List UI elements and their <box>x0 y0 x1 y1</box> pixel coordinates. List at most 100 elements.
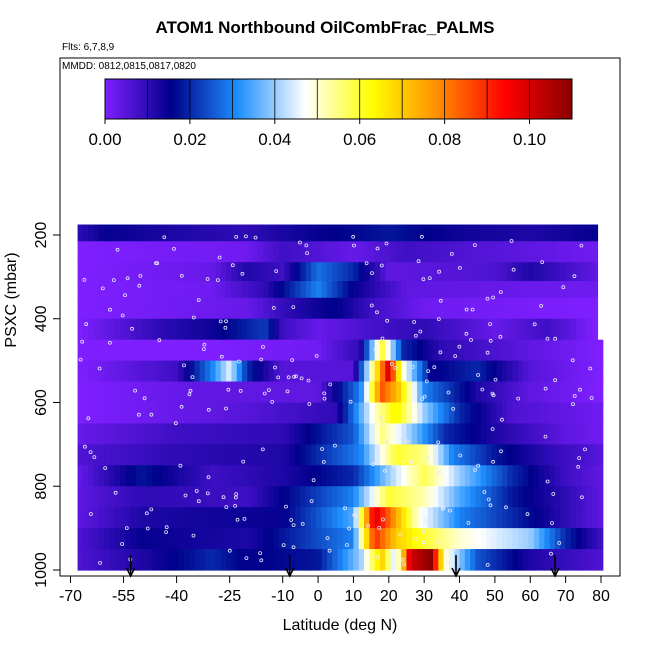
heatmap-cell <box>268 381 275 404</box>
heatmap-cell <box>533 549 540 571</box>
heatmap-cell <box>491 281 498 299</box>
sample-point <box>219 354 224 359</box>
heatmap-cell <box>533 486 540 508</box>
heatmap-cell <box>167 241 174 263</box>
heatmap-cell <box>109 402 116 425</box>
heatmap-cell <box>326 241 333 263</box>
heatmap-cell <box>183 339 190 362</box>
sample-point <box>419 234 424 239</box>
heatmap-cell <box>539 549 546 571</box>
heatmap-cell <box>369 318 376 341</box>
heatmap-cell <box>523 486 530 508</box>
heatmap-cell <box>204 318 211 341</box>
heatmap-cell <box>539 224 546 242</box>
heatmap-cell <box>501 444 508 466</box>
heatmap-cell <box>295 318 301 341</box>
heatmap-cell <box>257 402 264 425</box>
heatmap-cell <box>289 402 296 425</box>
heatmap-cell <box>581 486 588 508</box>
heatmap-cell <box>305 262 312 282</box>
heatmap-cell <box>130 423 137 445</box>
heatmap-cell <box>337 465 344 487</box>
sample-point <box>89 512 93 516</box>
sample-point <box>532 322 537 327</box>
heatmap-cell <box>194 486 201 508</box>
heatmap-cell <box>491 549 498 571</box>
heatmap-cell <box>523 318 530 341</box>
heatmap-cell <box>141 360 148 383</box>
heatmap-cell <box>157 360 164 383</box>
heatmap-cell <box>544 465 551 487</box>
heatmap-cell <box>279 549 286 571</box>
heatmap-cell <box>480 444 487 466</box>
x-tick-label: 0 <box>314 588 323 605</box>
heatmap-cell <box>120 381 126 404</box>
heatmap-cell <box>146 281 153 299</box>
heatmap-cell <box>533 423 540 445</box>
heatmap-cell <box>401 318 408 341</box>
heatmap-cell <box>257 465 264 487</box>
heatmap-cell <box>236 444 243 466</box>
heatmap-cell <box>501 241 508 263</box>
sample-point <box>441 506 446 511</box>
heatmap-cell <box>422 318 429 341</box>
y-tick-label: 800 <box>33 473 50 500</box>
heatmap-cell <box>496 318 503 341</box>
sample-point <box>345 543 349 547</box>
heatmap-cell <box>321 339 328 362</box>
heatmap-cell <box>597 486 604 508</box>
heatmap-cell <box>427 381 434 404</box>
heatmap-cell <box>507 507 514 529</box>
heatmap-cell <box>512 444 519 466</box>
heatmap-cell <box>173 224 179 242</box>
heatmap-cell <box>576 507 583 529</box>
heatmap-cell <box>427 549 434 571</box>
heatmap-cell <box>104 241 111 263</box>
flights-label: Flts: 6,7,8,9 <box>62 42 115 53</box>
heatmap-cell <box>279 486 286 508</box>
sample-point <box>224 406 228 411</box>
sample-point <box>384 241 389 246</box>
heatmap-cell <box>459 339 466 362</box>
heatmap-cell <box>326 224 333 242</box>
sample-point <box>162 235 167 240</box>
heatmap-cell <box>167 339 174 362</box>
heatmap-cell <box>480 465 487 487</box>
heatmap-cell <box>231 465 238 487</box>
heatmap-cell <box>597 549 604 571</box>
heatmap-cell <box>109 339 116 362</box>
heatmap-cell <box>178 262 185 282</box>
heatmap-cell <box>470 262 477 282</box>
heatmap-cell <box>592 549 599 571</box>
heatmap-cell <box>332 262 339 282</box>
heatmap-cell <box>507 423 514 445</box>
heatmap-cell <box>125 262 132 282</box>
heatmap-cell <box>77 423 84 445</box>
heatmap-cell <box>141 402 148 425</box>
heatmap-cell <box>183 444 190 466</box>
sample-point <box>138 273 143 278</box>
heatmap-cell <box>114 402 121 425</box>
heatmap-cell <box>104 402 111 425</box>
heatmap-cell <box>448 465 455 487</box>
heatmap-cell <box>528 224 535 242</box>
heatmap-cell <box>401 241 408 263</box>
heatmap-cell <box>135 528 142 550</box>
heatmap-cell <box>268 444 275 466</box>
heatmap-cell <box>528 423 535 445</box>
heatmap-cell <box>369 528 376 550</box>
heatmap-cell <box>263 486 270 508</box>
heatmap-cell <box>295 402 301 425</box>
heatmap-cell <box>353 360 360 383</box>
sample-point <box>511 267 516 272</box>
x-tick-label: -10 <box>271 588 294 605</box>
heatmap-cell <box>321 318 328 341</box>
heatmap-cell <box>141 281 148 299</box>
heatmap-cell <box>236 465 243 487</box>
heatmap-cell <box>480 402 487 425</box>
heatmap-cell <box>77 507 84 529</box>
heatmap-cell <box>443 486 450 508</box>
heatmap-cell <box>417 297 423 320</box>
heatmap-cell <box>263 423 270 445</box>
